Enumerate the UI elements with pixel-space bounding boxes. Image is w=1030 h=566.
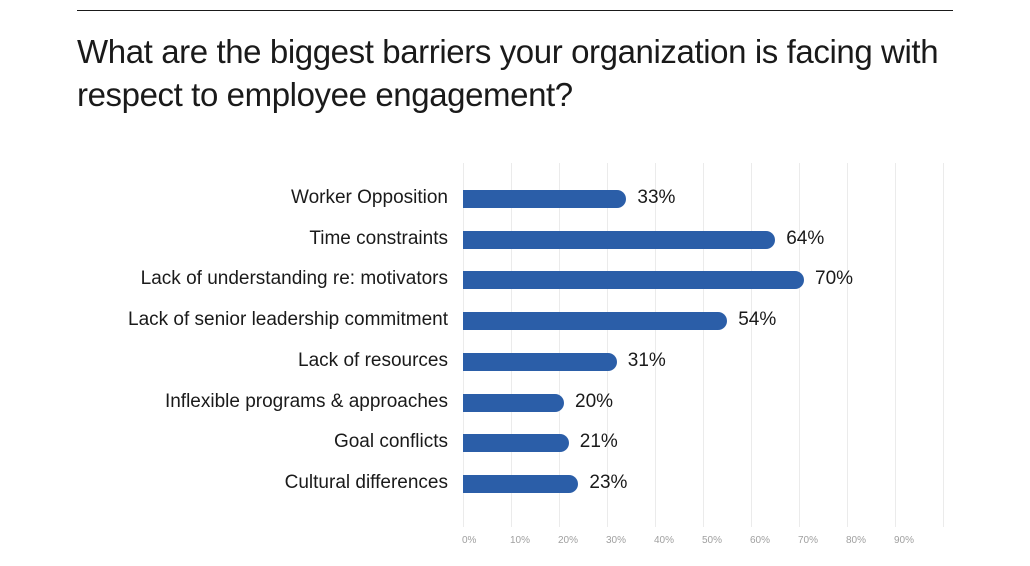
value-label: 54% bbox=[738, 309, 777, 331]
x-tick-label: 70% bbox=[798, 535, 819, 546]
x-tick-label: 0% bbox=[462, 535, 477, 546]
category-label: Goal conflicts bbox=[333, 431, 448, 453]
category-label: Cultural differences bbox=[284, 471, 448, 493]
gridline bbox=[751, 163, 752, 527]
category-label: Time constraints bbox=[309, 227, 448, 249]
gridline bbox=[703, 163, 704, 527]
gridline bbox=[799, 163, 800, 527]
bar bbox=[463, 271, 804, 290]
value-label: 70% bbox=[815, 268, 854, 290]
x-tick-label: 80% bbox=[846, 535, 867, 546]
value-label: 21% bbox=[579, 431, 618, 453]
gridline bbox=[559, 163, 560, 527]
gridline bbox=[607, 163, 608, 527]
category-label: Lack of resources bbox=[298, 349, 448, 371]
gridline bbox=[943, 163, 944, 527]
bar bbox=[463, 230, 776, 249]
gridline bbox=[655, 163, 656, 527]
value-label: 33% bbox=[637, 187, 676, 208]
bar bbox=[463, 393, 564, 412]
gridline bbox=[463, 163, 464, 527]
x-tick-label: 10% bbox=[510, 535, 531, 546]
bar bbox=[463, 352, 617, 371]
value-label: 23% bbox=[589, 471, 628, 493]
value-label: 31% bbox=[627, 349, 666, 371]
bar bbox=[463, 190, 627, 208]
top-rule bbox=[77, 10, 953, 11]
x-tick-label: 60% bbox=[750, 535, 771, 546]
value-label: 64% bbox=[786, 227, 825, 249]
value-label: 20% bbox=[575, 390, 614, 412]
category-label: Lack of senior leadership commitment bbox=[128, 309, 448, 331]
gridline bbox=[895, 163, 896, 527]
bar bbox=[463, 312, 728, 331]
x-tick-label: 50% bbox=[702, 535, 723, 546]
gridline bbox=[511, 163, 512, 527]
x-tick-label: 30% bbox=[606, 535, 627, 546]
category-label: Inflexible programs & approaches bbox=[164, 390, 448, 412]
x-tick-label: 90% bbox=[894, 535, 915, 546]
plot-area bbox=[463, 163, 944, 527]
category-label: Lack of understanding re: motivators bbox=[140, 268, 448, 290]
gridline bbox=[847, 163, 848, 527]
bar bbox=[463, 474, 579, 493]
category-label: Worker Opposition bbox=[291, 187, 448, 208]
x-tick-label: 40% bbox=[654, 535, 675, 546]
x-tick-label: 20% bbox=[558, 535, 579, 546]
chart-title: What are the biggest barriers your organ… bbox=[77, 33, 939, 113]
bar bbox=[463, 434, 569, 453]
